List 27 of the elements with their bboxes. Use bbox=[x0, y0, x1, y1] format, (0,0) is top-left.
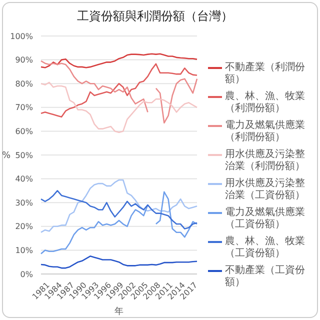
chart-title: 工資份額與利潤份額（台灣） bbox=[76, 8, 234, 25]
legend-label: 電力及燃氣供應業（利潤份額） bbox=[225, 120, 306, 144]
y-tick-label: 80% bbox=[15, 79, 34, 88]
y-tick-label: 20% bbox=[15, 222, 34, 232]
line-series bbox=[40, 53, 198, 68]
line-series bbox=[40, 190, 198, 230]
legend-label: 農、林、漁、牧業（工資份額） bbox=[225, 236, 306, 260]
legend-label: 不動產業（工資份額） bbox=[225, 265, 306, 289]
legend-label: 電力及燃氣供應業（工資份額） bbox=[225, 207, 306, 231]
line-series bbox=[40, 82, 198, 134]
legend-label: 用水供應及污染整治業（利潤份額） bbox=[225, 149, 306, 173]
y-tick-label: 50% bbox=[15, 150, 34, 160]
y-tick-label: 0% bbox=[20, 270, 34, 279]
line-series bbox=[40, 255, 198, 269]
y-axis-title: % bbox=[2, 151, 11, 162]
y-tick-label: 30% bbox=[15, 198, 34, 208]
legend-label: 農、林、漁、牧業（利潤份額） bbox=[225, 91, 306, 115]
y-tick-label: 70% bbox=[15, 103, 34, 112]
y-tick-label: 40% bbox=[15, 174, 34, 184]
line-series bbox=[40, 179, 198, 233]
y-tick-label: 60% bbox=[15, 127, 34, 136]
x-axis-title: 年 bbox=[114, 306, 124, 317]
y-tick-label: 100% bbox=[10, 32, 34, 41]
legend-label: 用水供應及污染整治業（工資份額） bbox=[225, 178, 306, 202]
legend-label: 不動產業（利潤份額） bbox=[225, 62, 306, 86]
y-tick-label: 90% bbox=[15, 56, 34, 65]
y-tick-label: 10% bbox=[15, 246, 34, 256]
